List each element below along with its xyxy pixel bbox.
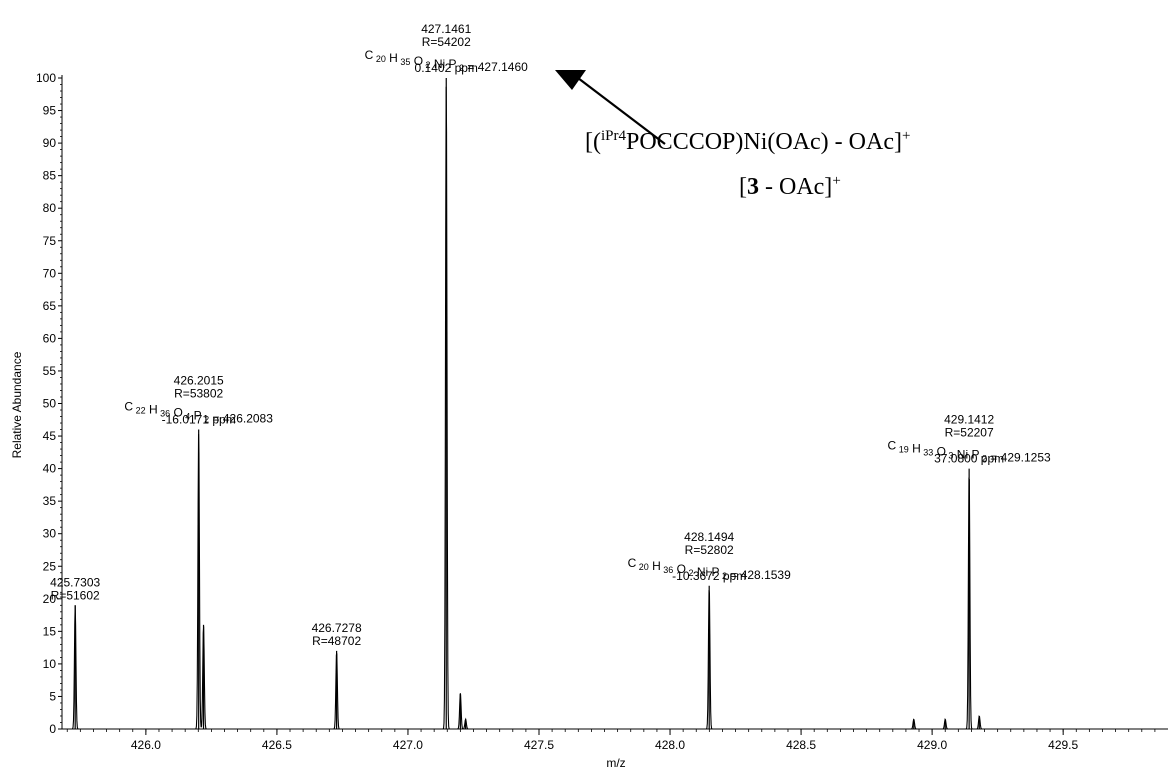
peak-label: R=52207 (945, 426, 994, 440)
callout-open: [( (585, 129, 601, 155)
y-tick-label: 5 (49, 689, 56, 703)
x-tick-label: 428.5 (786, 738, 816, 752)
callout-sup: iPr4 (600, 128, 626, 144)
peak-label: R=48702 (312, 634, 361, 648)
peak-label: 428.1494 (684, 530, 734, 544)
peak-label: 427.1461 (421, 22, 471, 36)
peak-label: R=54202 (422, 35, 471, 49)
peak-label: R=53802 (174, 387, 223, 401)
callout2-charge: + (832, 173, 841, 189)
x-axis: 426.0 426.5 427.0 427.5 428.0 428.5 429.0 429.5 (66, 729, 1156, 752)
y-tick-label: 65 (43, 299, 57, 313)
peak-label: 425.7303 (50, 575, 100, 589)
peak-label: 429.1412 (944, 413, 994, 427)
peak-label: 0.1402 ppm (415, 61, 478, 75)
peak-label: R=51602 (51, 588, 100, 602)
peak-label: R=52802 (685, 543, 734, 557)
callout2-main: - OAc] (759, 174, 833, 200)
peak-formula: C 19 H 33 O 3 Ni P 2 = 429.1253 (888, 439, 1051, 465)
peak-label: -16.0171 ppm (162, 413, 236, 427)
plot-frame (61, 75, 1168, 730)
y-tick-label: 75 (43, 234, 57, 248)
y-tick-label: 0 (49, 722, 56, 736)
y-axis: 0 5 10 15 20 25 30 35 40 45 50 55 60 65 70 75 80 85 90 95 10… (36, 71, 62, 736)
y-tick-label: 80 (43, 201, 57, 215)
callout-charge: + (901, 128, 911, 144)
peak-formula: C 22 H 36 O 4 P 2 = 426.2083 (124, 400, 273, 426)
y-tick-label: 30 (43, 527, 57, 541)
y-tick-label: 100 (36, 71, 56, 85)
y-tick-label: 90 (43, 136, 57, 150)
x-axis-title: m/z (606, 756, 625, 770)
y-tick-label: 85 (43, 169, 57, 183)
y-tick-label: 10 (43, 657, 57, 671)
y-tick-label: 20 (43, 592, 57, 606)
x-tick-label: 428.0 (655, 738, 685, 752)
peak-label: 426.7278 (312, 621, 362, 635)
peak-formula: C 20 H 35 O 2 Ni P 2 = 427.1460 (365, 48, 528, 74)
peak-label: -10.3672 ppm (672, 569, 746, 583)
callout2-bold: 3 (747, 174, 759, 200)
spectrum-peaks (62, 78, 1168, 730)
y-tick-label: 60 (43, 331, 57, 345)
callout-arrow (555, 70, 666, 145)
peak-label: 426.2015 (174, 374, 224, 388)
y-tick-label: 50 (43, 397, 57, 411)
x-tick-label: 426.5 (262, 738, 292, 752)
y-tick-label: 45 (43, 429, 57, 443)
y-tick-label: 70 (43, 266, 57, 280)
y-tick-label: 35 (43, 494, 57, 508)
y-tick-label: 95 (43, 104, 57, 118)
callout2-open: [ (739, 174, 747, 200)
y-tick-label: 15 (43, 624, 57, 638)
callout-label-compound: [3 - OAc]+ (739, 173, 841, 201)
x-tick-label: 429.5 (1048, 738, 1078, 752)
peak-formula: C 20 H 36 O 2 Ni P 2 = 428.1539 (628, 556, 791, 582)
callout-label-ion: [(iPr4POCCCOP)Ni(OAc) - OAc]+ (585, 128, 910, 156)
y-axis-title: Relative Abundance (10, 351, 24, 458)
y-tick-label: 55 (43, 364, 57, 378)
x-tick-label: 427.0 (393, 738, 423, 752)
callout-main: POCCCOP)Ni(OAc) - OAc] (626, 129, 902, 155)
x-tick-label: 427.5 (524, 738, 554, 752)
x-tick-label: 429.0 (917, 738, 947, 752)
spectrum-trace (62, 86, 1168, 730)
y-tick-label: 40 (43, 462, 57, 476)
x-tick-label: 426.0 (131, 738, 161, 752)
y-tick-label: 25 (43, 559, 57, 573)
peak-label: 37.0800 ppm (934, 452, 1004, 466)
